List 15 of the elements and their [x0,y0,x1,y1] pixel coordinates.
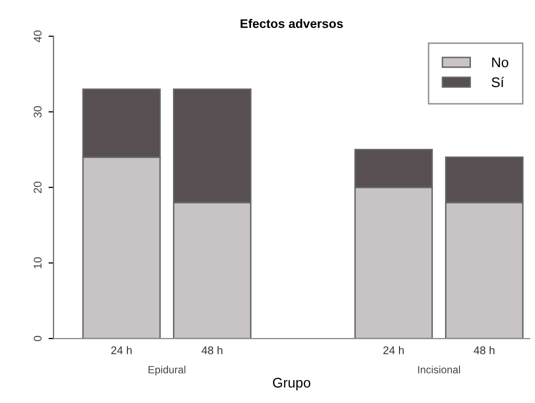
y-tick-label: 10 [34,257,42,268]
text: Incisional [418,366,460,374]
x-tick-label: 48 h [474,346,494,354]
text: Epidural [148,366,186,376]
chart-title: Efectos adversos [240,18,343,28]
legend-label: Sí [492,76,504,88]
x-tick-label: 48 h [202,346,222,354]
x-tick-label: 24 h [111,346,132,354]
y-tick-label: 30 [34,106,42,118]
x-tick-label: 24 h [383,346,404,354]
y-tick-label: 40 [34,30,42,42]
legend-label: No [492,58,508,68]
x-axis-title: Grupo [272,378,310,390]
y-tick-label: 0 [34,336,42,342]
y-tick-label: 20 [34,182,42,194]
